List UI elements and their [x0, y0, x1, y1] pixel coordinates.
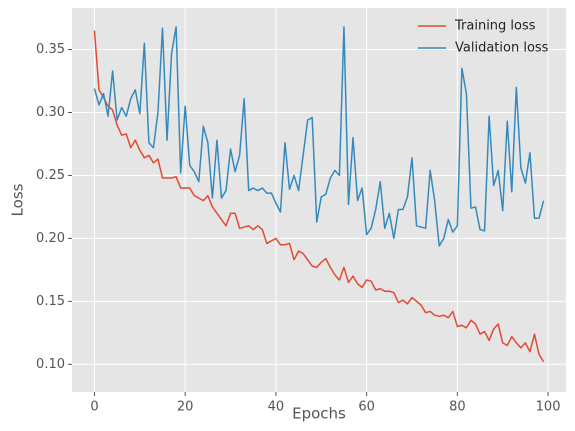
y-tick-label: 0.30	[36, 105, 65, 120]
x-tick-label: 80	[449, 400, 466, 415]
x-tick-label: 0	[90, 400, 98, 415]
y-axis-label: Loss	[9, 183, 27, 216]
y-tick-label: 0.25	[36, 168, 65, 183]
x-axis-label: Epochs	[292, 405, 346, 423]
line-series	[93, 30, 545, 363]
x-tick-label: 20	[177, 400, 194, 415]
x-tick-label: 60	[358, 400, 375, 415]
y-tick-label: 0.10	[36, 357, 65, 372]
line-series	[93, 26, 545, 247]
legend-text: Validation loss	[455, 41, 549, 56]
x-tick-label: 100	[536, 400, 561, 415]
plot-area	[72, 8, 566, 392]
y-tick-label: 0.20	[36, 231, 65, 246]
x-tick-label: 40	[268, 400, 285, 415]
y-tick-label: 0.15	[36, 294, 65, 309]
y-tick-label: 0.35	[36, 42, 65, 57]
legend-text: Training loss	[454, 19, 536, 34]
